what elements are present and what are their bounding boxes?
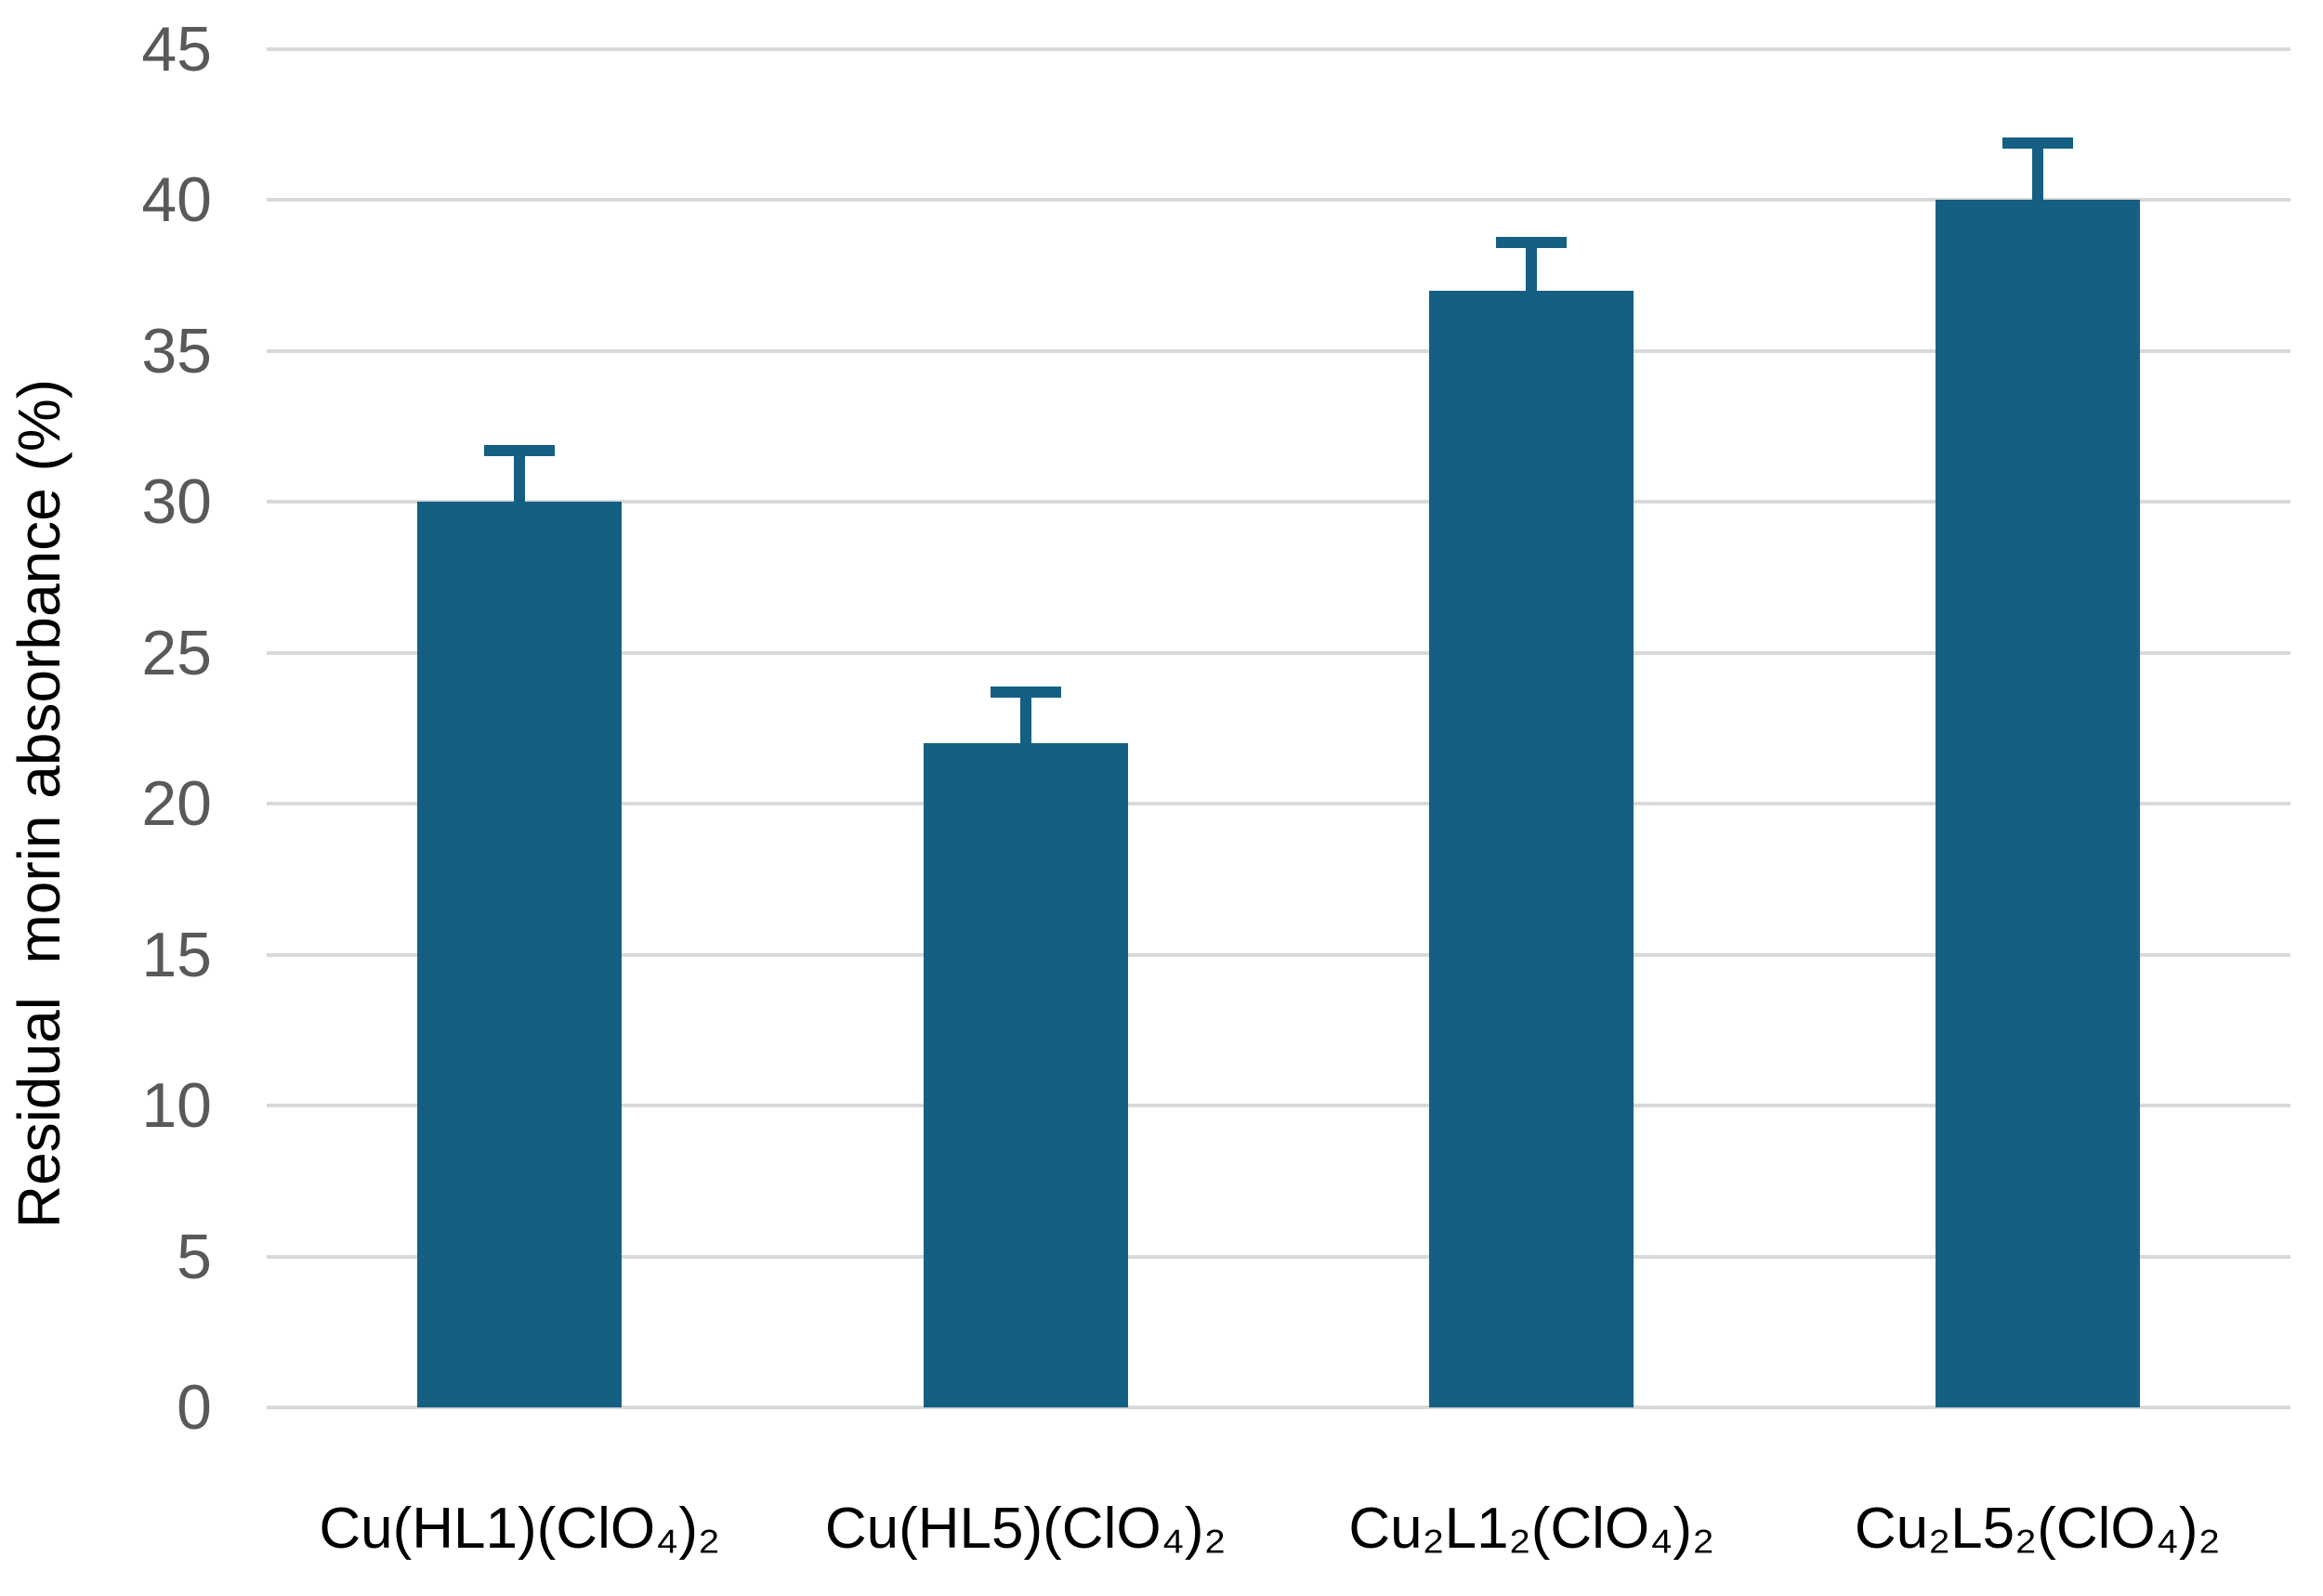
y-tick-label: 20 (141, 768, 212, 840)
gridline (267, 952, 2290, 957)
gridline (267, 650, 2290, 655)
y-tick-label: 10 (141, 1070, 212, 1142)
gridline (267, 802, 2290, 806)
x-category-label: Cu(HL1)(ClO₄)₂ (319, 1497, 721, 1561)
y-tick-label: 45 (141, 14, 212, 85)
error-bar-cap (1496, 236, 1568, 248)
bar (1429, 290, 1634, 1407)
error-bar-stem (1526, 242, 1538, 291)
error-bar-cap (2001, 137, 2073, 149)
y-tick-label: 25 (141, 617, 212, 688)
x-category-label: Cu₂L5₂(ClO₄)₂ (1854, 1497, 2221, 1561)
gridline (267, 348, 2290, 353)
gridline (267, 47, 2290, 51)
x-category-label: Cu(HL5)(ClO₄)₂ (824, 1497, 1227, 1561)
gridline (267, 500, 2290, 504)
y-tick-label: 5 (177, 1221, 212, 1292)
error-bar-stem (1019, 692, 1031, 744)
gridline (267, 1406, 2290, 1409)
error-bar-cap (484, 445, 556, 457)
y-tick-label: 30 (141, 466, 212, 538)
gridline (267, 1104, 2290, 1108)
bar (923, 743, 1128, 1407)
y-tick-label: 15 (141, 919, 212, 990)
bar (1935, 200, 2140, 1407)
gridline (267, 198, 2290, 203)
error-bar-stem (2031, 142, 2043, 201)
y-tick-label: 35 (141, 315, 212, 386)
y-tick-label: 40 (141, 164, 212, 236)
y-tick-label: 0 (177, 1372, 212, 1443)
error-bar-cap (990, 687, 1061, 698)
error-bar-stem (514, 451, 526, 503)
bar (417, 502, 623, 1407)
gridline (267, 1254, 2290, 1259)
x-category-label: Cu₂L1₂(ClO₄)₂ (1348, 1497, 1715, 1561)
